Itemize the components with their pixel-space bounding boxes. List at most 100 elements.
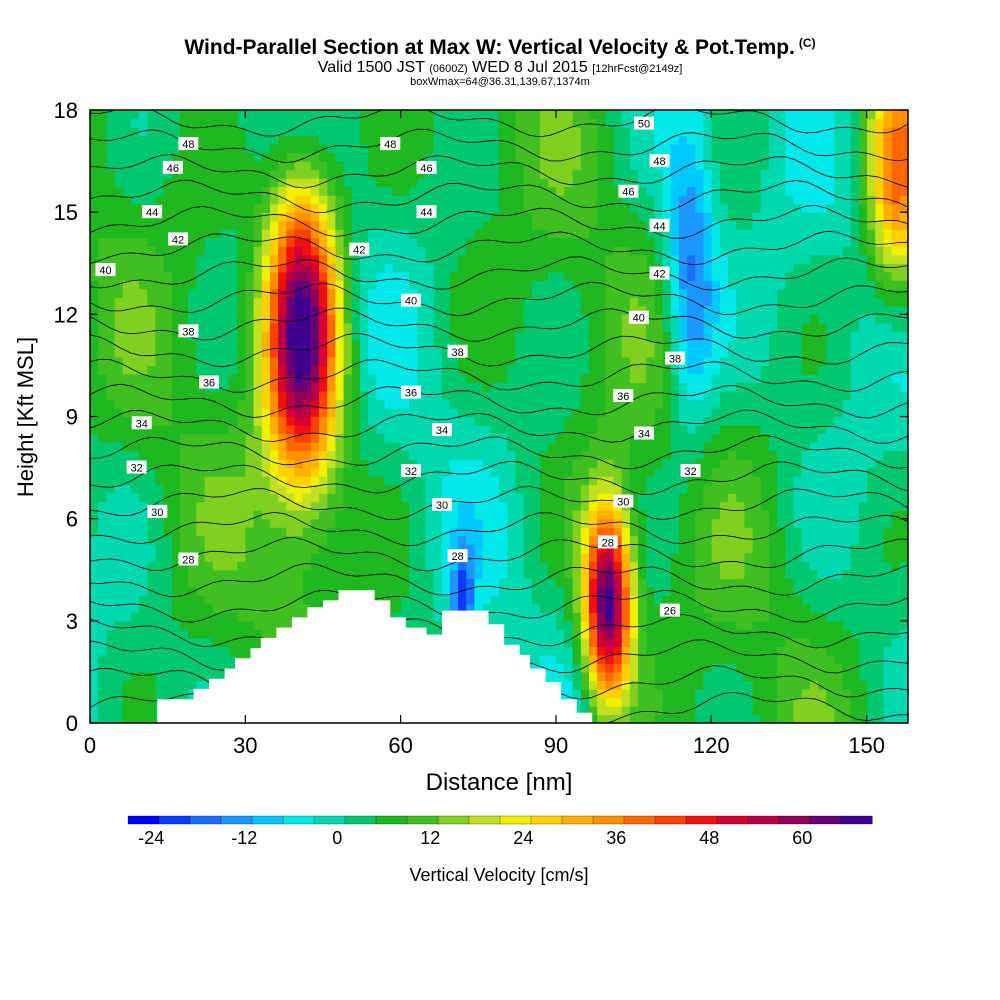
- colorbar-swatch: [716, 815, 749, 825]
- x-tick-label: 120: [693, 733, 730, 758]
- theta-contour-line: [90, 589, 908, 623]
- theta-label-text: 48: [384, 139, 396, 151]
- colorbar-swatch: [220, 815, 253, 825]
- colorbar-swatch: [809, 815, 842, 825]
- theta-label: 48: [380, 137, 401, 151]
- y-tick-label: 0: [66, 711, 78, 736]
- colorbar-tick-label: 60: [792, 828, 812, 848]
- theta-label-text: 36: [405, 388, 417, 400]
- theta-label-text: 46: [167, 163, 179, 175]
- theta-contour-line: [90, 358, 908, 393]
- colorbar-swatch: [499, 815, 532, 825]
- x-tick-label: 30: [233, 733, 257, 758]
- theta-label: 34: [131, 416, 152, 430]
- theta-label-text: 46: [622, 187, 634, 199]
- x-tick-label: 150: [848, 733, 885, 758]
- theta-label-text: 32: [405, 466, 417, 478]
- theta-label: 26: [659, 603, 680, 618]
- theta-label-text: 38: [451, 347, 463, 359]
- theta-label-text: 40: [99, 265, 111, 277]
- colorbar-tick-label: 12: [420, 828, 440, 848]
- colorbar-tick-label: -12: [231, 828, 257, 848]
- colorbar-swatch: [282, 815, 315, 825]
- theta-label-text: 40: [405, 296, 417, 308]
- theta-label-text: 46: [420, 163, 432, 175]
- colorbar-swatch: [778, 815, 811, 825]
- theta-label-text: 48: [653, 156, 665, 168]
- y-tick-label: 18: [54, 98, 78, 123]
- colorbar-tick-label: 48: [699, 828, 719, 848]
- x-tick-label: 90: [544, 733, 568, 758]
- y-tick-label: 9: [66, 405, 78, 430]
- theta-label-text: 34: [436, 425, 448, 437]
- theta-label-text: 42: [172, 234, 184, 246]
- theta-label: 34: [633, 426, 654, 441]
- theta-label-text: 30: [617, 497, 629, 509]
- colorbar-swatch: [158, 815, 191, 825]
- theta-label-text: 44: [146, 207, 158, 219]
- theta-label: 30: [613, 494, 634, 509]
- theta-label: 50: [633, 116, 654, 131]
- colorbar-swatch: [747, 815, 780, 825]
- x-axis-label: Distance [nm]: [426, 769, 573, 796]
- theta-contour-line: [90, 281, 908, 317]
- theta-label-text: 32: [130, 463, 142, 475]
- y-tick-label: 3: [66, 609, 78, 634]
- theta-contour-line: [90, 383, 908, 419]
- x-tick-label: 60: [388, 733, 412, 758]
- colorbar-tick-label: 24: [513, 828, 533, 848]
- theta-contour-line: [90, 537, 908, 572]
- y-tick-label: 12: [54, 302, 78, 327]
- theta-label: 38: [178, 324, 199, 338]
- theta-label-text: 30: [151, 507, 163, 519]
- colorbar-swatch: [561, 815, 594, 825]
- chart-title: Wind-Parallel Section at Max W: Vertical…: [0, 36, 1000, 60]
- theta-label: 44: [416, 205, 437, 219]
- theta-label-text: 28: [451, 551, 463, 563]
- valid-date: WED 8 Jul 2015: [472, 59, 588, 76]
- theta-contour-line: [90, 205, 908, 239]
- theta-label: 38: [447, 344, 468, 359]
- theta-label: 38: [665, 351, 686, 366]
- theta-label: 44: [649, 218, 670, 233]
- theta-contour-line: [90, 563, 908, 598]
- theta-contour-line: [90, 460, 908, 496]
- colorbar-swatch: [623, 815, 656, 825]
- theta-label-text: 28: [182, 555, 194, 567]
- colorbar-swatch: [468, 815, 501, 825]
- x-tick-label: 0: [84, 733, 96, 758]
- colorbar-tick-label: -24: [138, 828, 164, 848]
- chart-title-mark: (C): [798, 36, 816, 50]
- theta-label: 36: [400, 385, 421, 400]
- chart-title-text: Wind-Parallel Section at Max W: Vertical…: [184, 36, 795, 59]
- theta-label: 46: [162, 160, 183, 175]
- theta-label: 46: [618, 184, 639, 199]
- theta-label-text: 30: [436, 500, 448, 512]
- theta-label: 28: [447, 549, 468, 563]
- colorbar-swatch: [437, 815, 470, 825]
- theta-contour-line: [90, 409, 908, 444]
- colorbar-swatch: [375, 815, 408, 825]
- colorbar-swatch: [654, 815, 687, 825]
- colorbar-swatch: [406, 815, 439, 825]
- theta-label: 36: [613, 389, 634, 403]
- theta-label: 42: [649, 266, 670, 280]
- theta-label-text: 32: [684, 466, 696, 478]
- colorbar-swatch: [840, 815, 873, 825]
- y-axis-label: Height [Kft MSL]: [13, 337, 38, 497]
- theta-label-text: 44: [653, 221, 665, 233]
- colorbar-label: Vertical Velocity [cm/s]: [409, 865, 588, 885]
- theta-label: 30: [147, 504, 168, 519]
- theta-label-text: 26: [664, 606, 676, 618]
- colorbar-tick-label: 0: [332, 828, 342, 848]
- box-wmax-info: boxWmax=64@36.31,139.67,1374m: [410, 76, 590, 88]
- theta-label-text: 50: [638, 119, 650, 131]
- theta-label: 30: [432, 498, 453, 512]
- theta-label-text: 42: [653, 268, 665, 280]
- theta-label-text: 36: [203, 377, 215, 389]
- colorbar-swatch: [344, 815, 377, 825]
- theta-label: 46: [416, 160, 437, 175]
- theta-contour-line: [90, 179, 908, 213]
